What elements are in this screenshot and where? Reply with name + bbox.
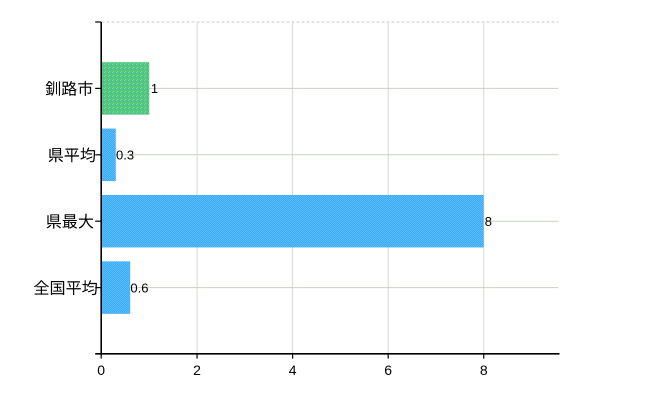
svg-text:0.6: 0.6 [130, 280, 148, 295]
svg-text:1: 1 [151, 81, 158, 96]
svg-text:0: 0 [97, 362, 105, 378]
svg-text:6: 6 [384, 362, 392, 378]
svg-text:8: 8 [485, 214, 492, 229]
svg-text:4: 4 [289, 362, 297, 378]
svg-text:2: 2 [193, 362, 201, 378]
svg-text:0.3: 0.3 [116, 148, 134, 163]
svg-text:8: 8 [480, 362, 488, 378]
